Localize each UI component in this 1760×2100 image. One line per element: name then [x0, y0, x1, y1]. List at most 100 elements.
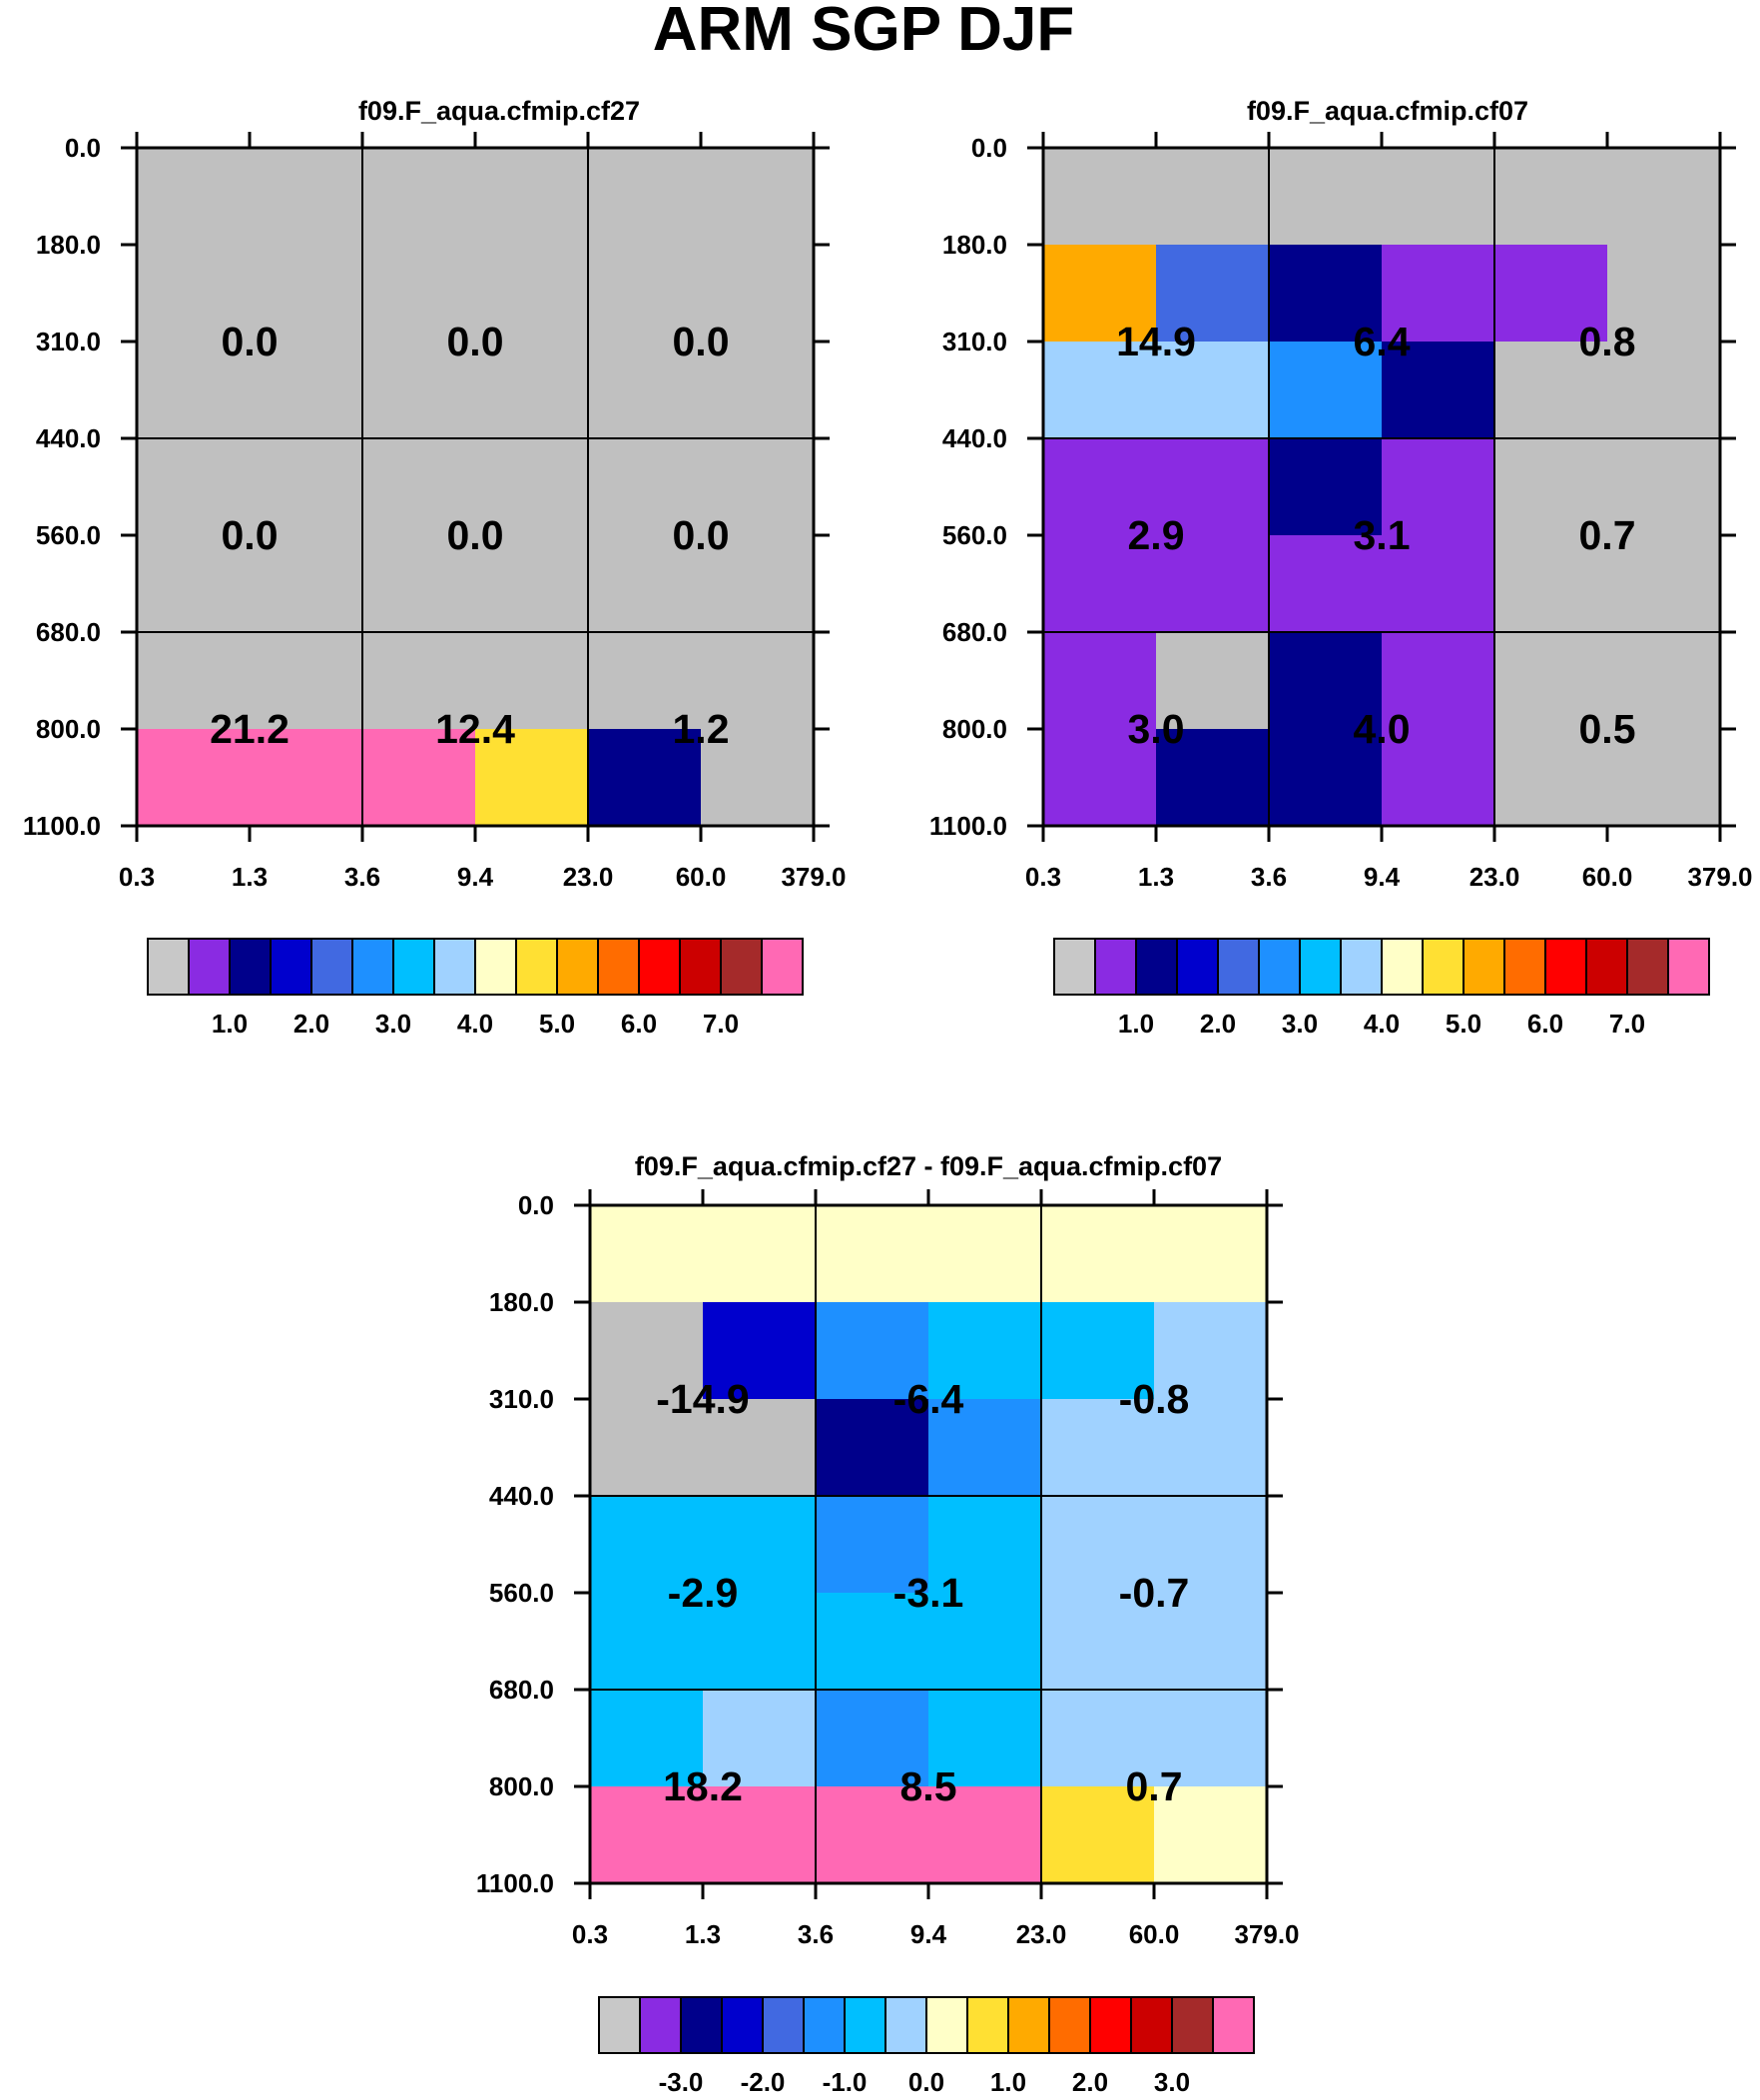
heatmap-cell	[928, 1786, 1042, 1884]
colorbar-label: 2.0	[293, 1009, 329, 1039]
y-tick-label: 440.0	[942, 423, 1007, 453]
heatmap-cell	[475, 729, 589, 827]
colorbar-swatch	[597, 938, 640, 996]
heatmap-cell	[250, 632, 363, 730]
heatmap-cell	[928, 1496, 1042, 1594]
colorbar-label: 2.0	[1200, 1009, 1236, 1039]
value-label: 4.0	[1354, 706, 1411, 752]
colorbar-swatch	[1503, 938, 1546, 996]
colorbar-swatch	[925, 1996, 968, 2054]
colorbar-swatch	[1130, 1996, 1173, 2054]
heatmap-cell	[928, 1302, 1042, 1400]
heatmap-cell	[816, 1205, 929, 1303]
y-tick-label: 560.0	[942, 520, 1007, 550]
colorbar-swatch	[1340, 938, 1383, 996]
heatmap-cell	[590, 1786, 704, 1884]
heatmap-cell	[362, 148, 476, 246]
value-label: -6.4	[893, 1376, 964, 1422]
x-tick-label: 379.0	[781, 862, 846, 892]
heatmap-cell	[590, 1399, 704, 1497]
heatmap-cell	[475, 342, 589, 439]
heatmap-cell	[1154, 1786, 1268, 1884]
x-tick-label: 1.3	[1138, 862, 1174, 892]
panel-title: f09.F_aqua.cfmip.cf27	[358, 96, 640, 126]
x-tick-label: 3.6	[344, 862, 380, 892]
heatmap-cell	[362, 632, 476, 730]
heatmap-cell	[250, 438, 363, 536]
heatmap-cell	[475, 148, 589, 246]
colorbar-swatch	[1585, 938, 1628, 996]
heatmap-cell	[1269, 148, 1383, 246]
heatmap-cell	[1382, 729, 1495, 827]
colorbar-swatch	[310, 938, 353, 996]
heatmap-cell	[1041, 1593, 1155, 1691]
colorbar-swatch	[1217, 938, 1260, 996]
value-label: 2.9	[1128, 512, 1185, 558]
value-label: 3.1	[1354, 512, 1411, 558]
y-tick-label: 310.0	[942, 327, 1007, 356]
heatmap-cell	[1043, 342, 1157, 439]
heatmap-cell	[590, 1593, 704, 1691]
heatmap-cell	[588, 729, 702, 827]
colorbar-swatch	[433, 938, 476, 996]
colorbar-swatch	[270, 938, 312, 996]
heatmap-cell	[250, 729, 363, 827]
y-tick-label: 440.0	[36, 423, 101, 453]
heatmap-cell	[362, 438, 476, 536]
heatmap-cell	[816, 1786, 929, 1884]
y-tick-label: 680.0	[942, 617, 1007, 647]
x-tick-label: 379.0	[1687, 862, 1752, 892]
value-label: 21.2	[210, 706, 290, 752]
colorbar-swatch	[392, 938, 435, 996]
plot-area: 0.3 1.3 3.6 9.4 23.0 60.0 379.0 0.0 180.0 310.0 44…	[929, 132, 1753, 892]
heatmap-cell	[1156, 632, 1270, 730]
value-label: 0.0	[673, 319, 730, 364]
y-tick-label: 680.0	[36, 617, 101, 647]
heatmap-cell	[1043, 148, 1157, 246]
heatmap-cell	[362, 342, 476, 439]
colorbar-swatch	[1176, 938, 1219, 996]
y-tick-label: 1100.0	[929, 811, 1007, 841]
colorbar-label: 7.0	[703, 1009, 739, 1039]
heatmap-cell	[928, 1593, 1042, 1691]
heatmap-cell	[1607, 245, 1721, 343]
heatmap-cell	[137, 148, 251, 246]
colorbar-label: 6.0	[621, 1009, 657, 1039]
heatmap-cell	[1154, 1593, 1268, 1691]
value-label: 8.5	[900, 1763, 957, 1809]
panel-cf07: f09.F_aqua.cfmip.cf07 0.3 1.3 3.6 9.4 23.0 60…	[929, 96, 1753, 1039]
colorbar-label: 7.0	[1609, 1009, 1645, 1039]
colorbar-label: -1.0	[823, 2067, 868, 2097]
colorbar-swatch	[229, 938, 272, 996]
x-tick-label: 1.3	[685, 1919, 721, 1949]
colorbar-swatch	[1135, 938, 1178, 996]
y-tick-label: 0.0	[65, 133, 101, 163]
heatmap-cell	[1607, 438, 1721, 536]
value-label: -3.1	[893, 1570, 964, 1616]
colorbar-swatch	[1381, 938, 1424, 996]
heatmap-cell	[590, 1302, 704, 1400]
y-tick-label: 680.0	[489, 1675, 554, 1705]
y-tick-label: 800.0	[942, 714, 1007, 744]
value-label: 0.7	[1579, 512, 1636, 558]
heatmap-cell	[816, 1690, 929, 1787]
panel-title: f09.F_aqua.cfmip.cf27 - f09.F_aqua.cfmip…	[635, 1151, 1222, 1181]
x-tick-label: 0.3	[1025, 862, 1061, 892]
heatmap-cell	[816, 1593, 929, 1691]
heatmap-cell	[703, 1593, 817, 1691]
colorbar-swatch	[147, 938, 190, 996]
heatmap-cell	[816, 1302, 929, 1400]
y-tick-label: 1100.0	[476, 1868, 554, 1898]
value-label: 1.2	[673, 706, 730, 752]
panel-title: f09.F_aqua.cfmip.cf07	[1247, 96, 1528, 126]
x-tick-label: 23.0	[1016, 1919, 1067, 1949]
heatmap-cell	[588, 632, 702, 730]
heatmap-cell	[816, 1399, 929, 1497]
heatmap-cell	[1154, 1205, 1268, 1303]
colorbar-swatch	[639, 1996, 682, 2054]
y-tick-label: 0.0	[518, 1190, 554, 1220]
heatmap-cell	[137, 438, 251, 536]
value-label: 18.2	[663, 1763, 743, 1809]
heatmap-cell	[250, 342, 363, 439]
